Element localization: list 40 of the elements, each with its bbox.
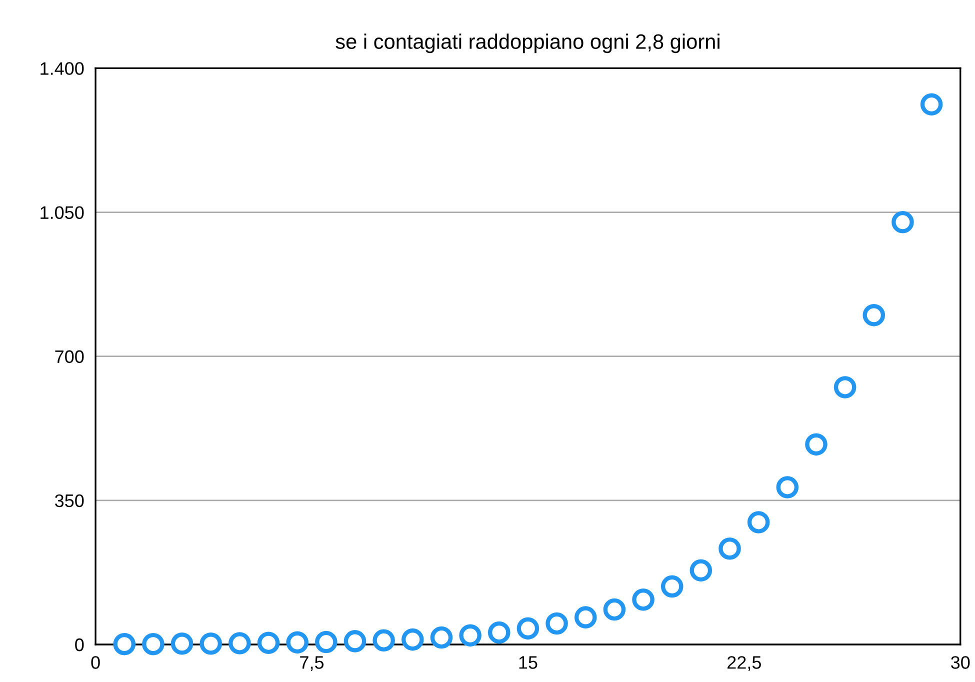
- point: [834, 376, 856, 398]
- point: [228, 632, 251, 654]
- point: [286, 631, 308, 654]
- point: [603, 598, 626, 621]
- chart-title: se i contagiati raddoppiano ogni 2,8 giorni: [336, 34, 720, 54]
- x-tick-label: 30: [951, 656, 970, 669]
- point: [632, 588, 654, 611]
- x-tick-label: 15: [519, 656, 538, 669]
- point: [920, 93, 943, 116]
- point: [142, 632, 164, 656]
- point: [776, 476, 799, 498]
- point: [892, 211, 914, 234]
- x-tick-label: 22,5: [728, 656, 761, 671]
- y-tick-label: 1.050: [40, 206, 84, 219]
- point: [718, 537, 741, 560]
- y-tick-label: 1.400: [40, 62, 84, 75]
- point: [574, 606, 597, 628]
- point: [170, 632, 194, 655]
- y-tick-label: 0: [75, 638, 84, 652]
- point: [402, 628, 424, 651]
- point: [459, 624, 482, 647]
- point: [430, 626, 453, 649]
- point: [315, 630, 338, 654]
- x-tick-label: 7,5: [300, 656, 324, 671]
- point: [660, 575, 684, 598]
- y-tick-label: 700: [55, 350, 84, 364]
- point: [690, 559, 712, 582]
- point: [488, 621, 510, 644]
- x-tick-label: 0: [91, 656, 100, 669]
- point: [747, 511, 770, 534]
- point: [344, 630, 366, 652]
- point: [113, 632, 136, 656]
- y-tick-label: 350: [55, 494, 84, 508]
- point: [257, 632, 280, 654]
- point: [372, 629, 395, 652]
- point: [546, 612, 568, 635]
- point: [862, 304, 886, 326]
- point: [200, 632, 222, 655]
- point: [805, 433, 828, 456]
- point: [516, 617, 540, 640]
